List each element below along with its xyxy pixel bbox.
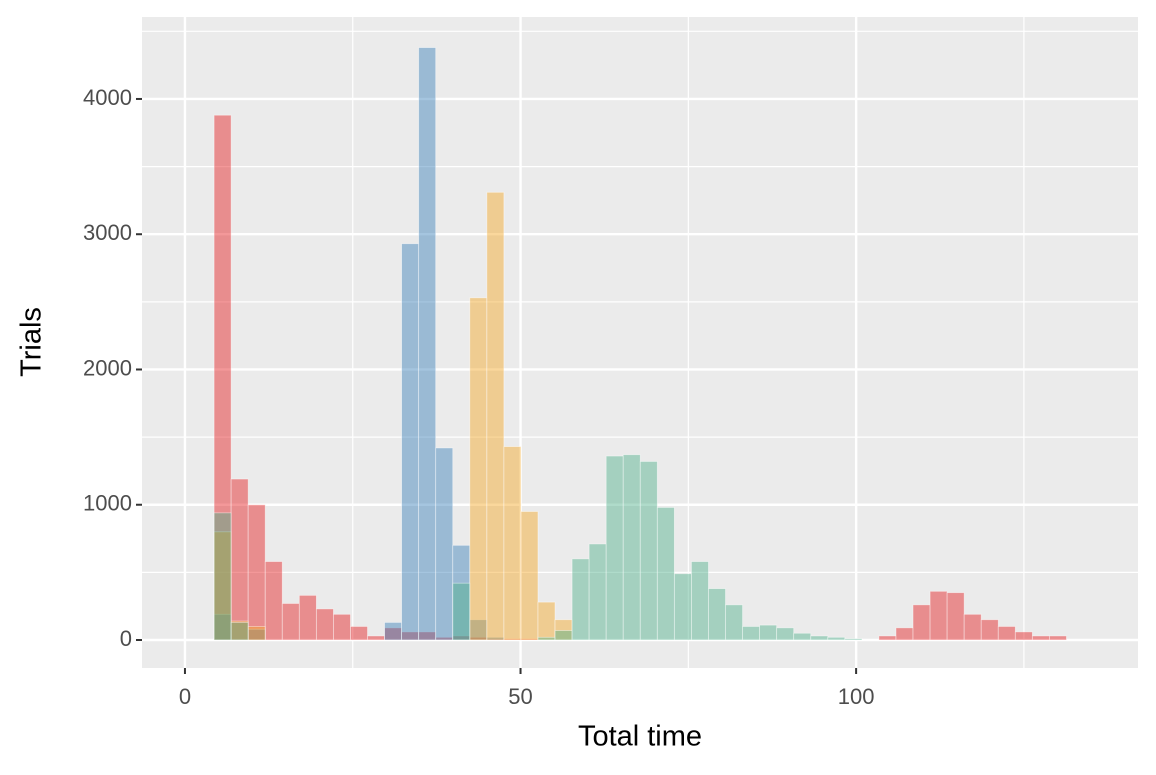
bar [691, 561, 709, 641]
y-tick-label: 2000 [83, 355, 132, 380]
bar [997, 626, 1016, 641]
bar [418, 47, 437, 641]
bar [776, 627, 795, 641]
bar [333, 613, 351, 641]
x-tick-label: 100 [838, 684, 875, 709]
bar [537, 636, 556, 641]
bar [469, 297, 488, 641]
bar [298, 594, 317, 641]
bar [213, 512, 232, 641]
bar [1031, 635, 1050, 641]
bar [673, 573, 692, 641]
bar [639, 461, 658, 641]
bar [963, 613, 982, 641]
bar [350, 626, 368, 641]
bar [281, 603, 300, 641]
bar [315, 608, 334, 641]
bar [622, 454, 641, 641]
bar [759, 624, 778, 641]
bar [929, 590, 948, 641]
x-tick-label: 0 [179, 684, 191, 709]
bars [213, 47, 1067, 641]
bar [247, 626, 266, 641]
y-tick-label: 0 [120, 626, 132, 651]
bar [230, 478, 249, 641]
bar [946, 592, 965, 641]
bar [980, 619, 999, 641]
bar [725, 604, 743, 641]
bar [230, 622, 249, 641]
bar [810, 635, 829, 641]
bar [827, 636, 846, 641]
bar [264, 561, 283, 641]
bar [895, 627, 914, 641]
bar [708, 588, 726, 641]
bar [588, 543, 607, 641]
bar [537, 601, 556, 641]
bar [384, 622, 403, 641]
bar [1049, 635, 1067, 641]
bar [503, 446, 522, 641]
bar [486, 191, 505, 641]
bar [793, 632, 812, 641]
y-tick-label: 3000 [83, 220, 132, 245]
bar [554, 630, 573, 641]
bar [571, 558, 590, 641]
bar [435, 447, 454, 641]
bar [520, 511, 539, 641]
bar [742, 626, 761, 641]
y-axis-title: Trials [16, 307, 48, 377]
bar [878, 635, 897, 641]
bar [605, 455, 624, 641]
bar [401, 243, 420, 641]
y-tick-label: 4000 [83, 85, 132, 110]
bar [912, 604, 931, 641]
bar [452, 582, 471, 641]
y-tick-label: 1000 [83, 491, 132, 516]
axes: 0 1000 2000 3000 4000 0 50 100 [83, 85, 874, 709]
bar [367, 635, 385, 641]
bar [247, 504, 266, 641]
bar [844, 638, 863, 641]
x-tick-label: 50 [508, 684, 532, 709]
bar [1014, 631, 1033, 641]
bar [656, 507, 675, 641]
x-axis-title: Total time [578, 721, 702, 753]
